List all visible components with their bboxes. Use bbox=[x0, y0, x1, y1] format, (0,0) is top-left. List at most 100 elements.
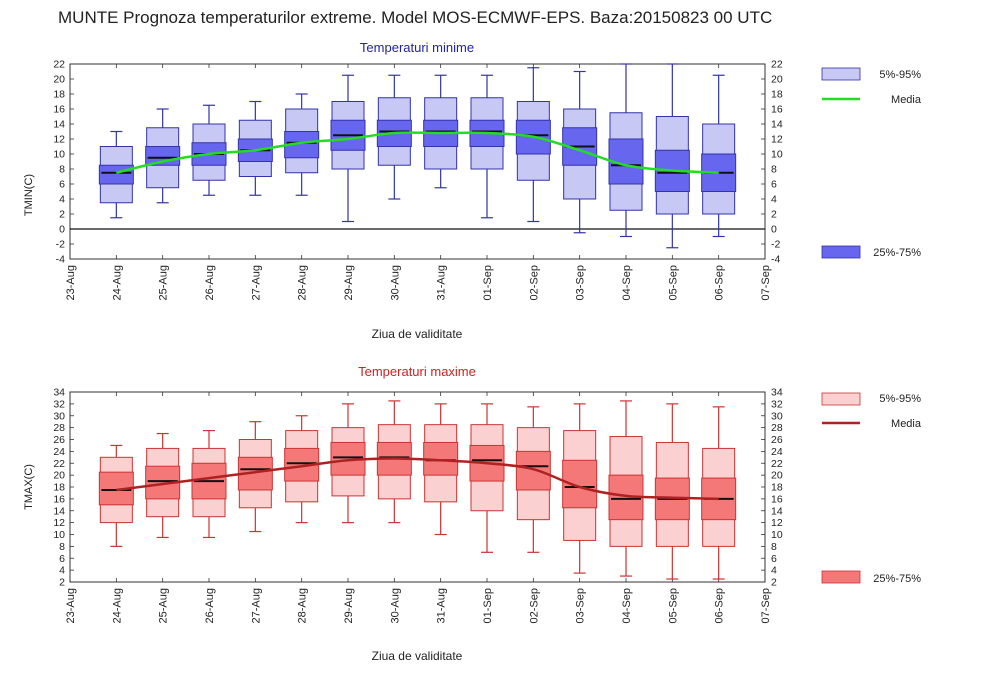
y-tick-label-right: 10 bbox=[771, 149, 783, 161]
x-tick-label: 28-Aug bbox=[297, 588, 309, 623]
tmax-chart: Temperaturi maxime TMAX(C) Ziua de valid… bbox=[23, 364, 922, 663]
y-tick-label: 10 bbox=[53, 149, 65, 161]
y-tick-label: 6 bbox=[59, 553, 65, 565]
y-tick-label-right: 0 bbox=[771, 224, 777, 236]
y-tick-label: 18 bbox=[53, 89, 65, 101]
y-tick-label: 4 bbox=[59, 565, 65, 577]
legend-swatch-5-95 bbox=[821, 67, 861, 81]
x-tick-label: 05-Sep bbox=[667, 265, 679, 300]
legend-swatch-25-75 bbox=[821, 245, 861, 259]
y-tick-label: 8 bbox=[59, 541, 65, 553]
x-tick-label: 01-Sep bbox=[482, 265, 494, 300]
mean-line bbox=[116, 457, 719, 501]
box-25-75 bbox=[423, 441, 459, 476]
mean-line bbox=[116, 131, 719, 174]
y-tick-label-right: 34 bbox=[771, 387, 783, 399]
x-tick-label: 27-Aug bbox=[250, 588, 262, 623]
y-axis-label: TMAX(C) bbox=[23, 464, 35, 510]
y-tick-label: 28 bbox=[53, 422, 65, 434]
y-tick-label: 12 bbox=[53, 517, 65, 529]
y-tick-label-right: 10 bbox=[771, 529, 783, 541]
y-tick-label-right: 14 bbox=[771, 119, 783, 131]
x-tick-label: 31-Aug bbox=[436, 265, 448, 300]
y-tick-label-right: 12 bbox=[771, 134, 783, 146]
plot-frame bbox=[69, 63, 766, 260]
x-tick-label: 04-Sep bbox=[621, 265, 633, 300]
x-tick-label: 06-Sep bbox=[714, 588, 726, 623]
y-tick-label: 2 bbox=[59, 209, 65, 221]
y-tick-label: 6 bbox=[59, 179, 65, 191]
y-tick-label-right: 20 bbox=[771, 470, 783, 482]
x-tick-label: 07-Sep bbox=[760, 588, 772, 623]
y-tick-label-right: 4 bbox=[771, 565, 777, 577]
x-tick-label: 25-Aug bbox=[158, 588, 170, 623]
y-tick-label-right: 2 bbox=[771, 209, 777, 221]
y-tick-label: 16 bbox=[53, 493, 65, 505]
y-tick-label-right: 6 bbox=[771, 179, 777, 191]
x-tick-label: 24-Aug bbox=[111, 265, 123, 300]
y-tick-label-right: 8 bbox=[771, 164, 777, 176]
y-tick-label-right: 12 bbox=[771, 517, 783, 529]
y-tick-label-right: 22 bbox=[771, 59, 783, 71]
legend: 5%-95% Media 25%-75% bbox=[821, 67, 922, 259]
x-tick-label: 27-Aug bbox=[250, 265, 262, 300]
x-tick-label: 29-Aug bbox=[343, 265, 355, 300]
figure-title: MUNTE Prognoza temperaturilor extreme. M… bbox=[58, 8, 773, 27]
y-tick-label: 2 bbox=[59, 577, 65, 589]
y-tick-label-right: 8 bbox=[771, 541, 777, 553]
y-tick-label-right: 18 bbox=[771, 89, 783, 101]
y-tick-label-right: 20 bbox=[771, 74, 783, 86]
y-tick-label: -2 bbox=[56, 239, 65, 251]
x-tick-label: 26-Aug bbox=[204, 588, 216, 623]
x-tick-label: 23-Aug bbox=[65, 265, 77, 300]
legend-label-25-75: 25%-75% bbox=[873, 573, 921, 585]
legend-label-5-95: 5%-95% bbox=[879, 69, 921, 81]
legend-label-mean: Media bbox=[891, 418, 922, 430]
y-tick-label: 24 bbox=[53, 446, 65, 458]
y-tick-label: 26 bbox=[53, 434, 65, 446]
y-axis-label: TMIN(C) bbox=[23, 174, 35, 216]
x-tick-label: 05-Sep bbox=[667, 588, 679, 623]
y-tick-label: 30 bbox=[53, 410, 65, 422]
y-tick-label-right: 28 bbox=[771, 422, 783, 434]
y-tick-label-right: 14 bbox=[771, 505, 783, 517]
y-tick-label: 22 bbox=[53, 59, 65, 71]
x-tick-label: 26-Aug bbox=[204, 265, 216, 300]
y-tick-label-right: -4 bbox=[771, 254, 780, 266]
x-tick-label: 04-Sep bbox=[621, 588, 633, 623]
y-tick-label: 20 bbox=[53, 470, 65, 482]
y-tick-label-right: 32 bbox=[771, 398, 783, 410]
tmin-chart: Temperaturi minime TMIN(C) Ziua de valid… bbox=[23, 40, 922, 341]
box-25-75 bbox=[98, 164, 134, 185]
x-tick-label: 03-Sep bbox=[575, 588, 587, 623]
y-tick-label: 18 bbox=[53, 482, 65, 494]
x-axis-label: Ziua de validitate bbox=[372, 649, 463, 663]
x-tick-label: 31-Aug bbox=[436, 588, 448, 623]
x-tick-label: 02-Sep bbox=[528, 265, 540, 300]
y-tick-label: -4 bbox=[56, 254, 65, 266]
y-tick-label: 16 bbox=[53, 104, 65, 116]
y-tick-label: 0 bbox=[59, 224, 65, 236]
y-tick-label: 22 bbox=[53, 458, 65, 470]
y-tick-label-right: 4 bbox=[771, 194, 777, 206]
x-tick-label: 01-Sep bbox=[482, 588, 494, 623]
y-tick-label-right: 22 bbox=[771, 458, 783, 470]
box-25-75 bbox=[515, 450, 551, 491]
legend-label-5-95: 5%-95% bbox=[879, 393, 921, 405]
legend-label-mean: Media bbox=[891, 94, 922, 106]
legend-swatch-25-75 bbox=[821, 570, 861, 584]
y-tick-label-right: 24 bbox=[771, 446, 783, 458]
legend: 5%-95% Media 25%-75% bbox=[821, 392, 922, 585]
y-tick-label: 8 bbox=[59, 164, 65, 176]
chart-title: Temperaturi maxime bbox=[358, 364, 476, 379]
y-tick-label: 32 bbox=[53, 398, 65, 410]
x-tick-label: 25-Aug bbox=[158, 265, 170, 300]
y-tick-label: 34 bbox=[53, 387, 65, 399]
x-tick-label: 02-Sep bbox=[528, 588, 540, 623]
y-tick-label-right: 2 bbox=[771, 577, 777, 589]
x-tick-label: 06-Sep bbox=[714, 265, 726, 300]
y-tick-label-right: 6 bbox=[771, 553, 777, 565]
y-tick-label: 20 bbox=[53, 74, 65, 86]
x-tick-label: 03-Sep bbox=[575, 265, 587, 300]
